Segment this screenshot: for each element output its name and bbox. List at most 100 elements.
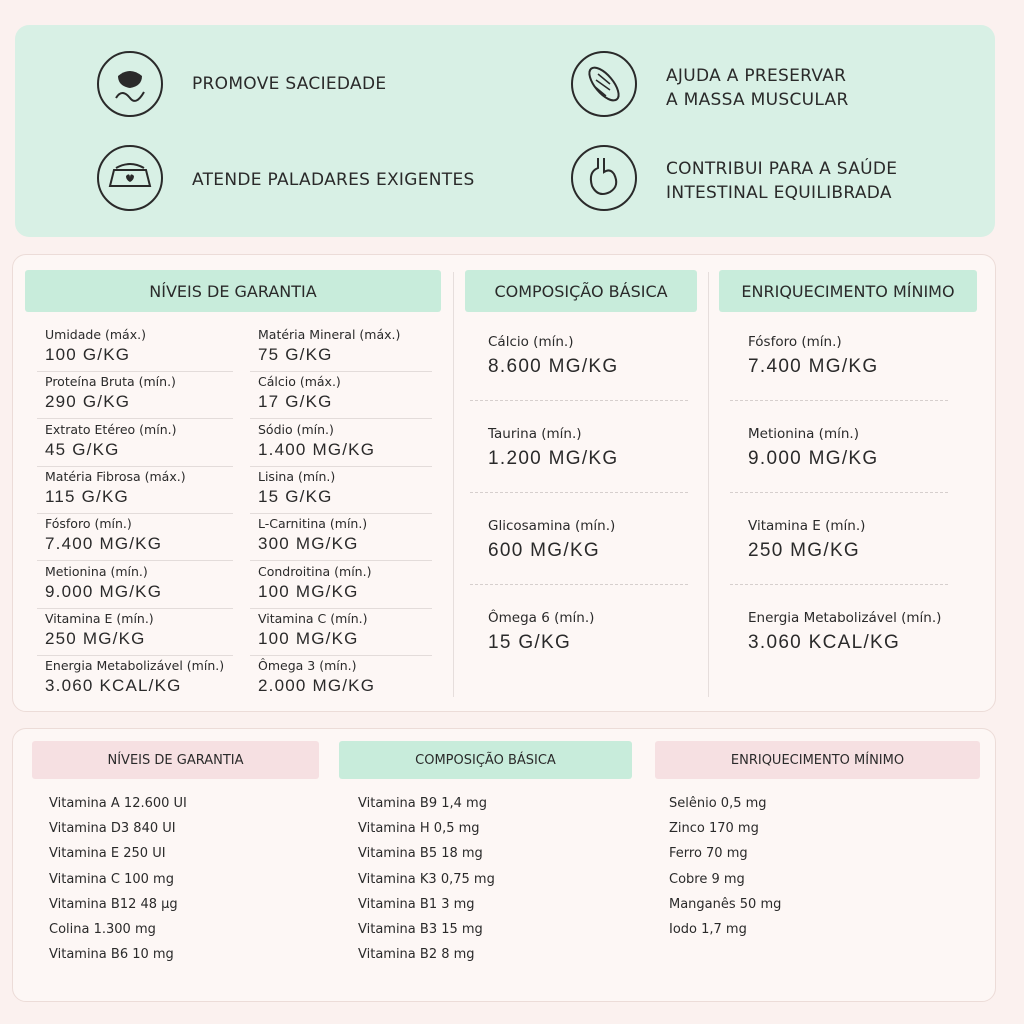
nutrition-card xyxy=(12,254,996,712)
nutrient-label: Vitamina E (mín.) xyxy=(748,518,866,534)
nutrient-label: Cálcio (mín.) xyxy=(488,334,574,350)
row-divider xyxy=(250,654,432,656)
supplement-item: Zinco 170 mg xyxy=(669,821,759,837)
supplement-item: Iodo 1,7 mg xyxy=(669,922,747,937)
section-header: NÍVEIS DE GARANTIA xyxy=(32,741,319,779)
nutrient-value: 7.400 MG/KG xyxy=(748,356,879,377)
nutrient-label: Sódio (mín.) xyxy=(258,421,334,437)
nutrient-label: Proteína Bruta (mín.) xyxy=(45,374,176,390)
row-divider xyxy=(470,584,688,585)
nutrient-value: 1.200 MG/KG xyxy=(488,448,619,469)
nutrient-value: 250 MG/KG xyxy=(748,540,861,561)
nutrient-value: 1.400 MG/KG xyxy=(258,439,376,459)
nutrient-value: 100 MG/KG xyxy=(258,581,359,601)
row-divider xyxy=(730,492,948,493)
row-divider xyxy=(730,584,948,585)
nutrient-value: 115 G/KG xyxy=(45,486,129,506)
nutrient-label: Metionina (mín.) xyxy=(748,426,859,442)
section-header: ENRIQUECIMENTO MÍNIMO xyxy=(719,270,977,312)
nutrient-label: Cálcio (máx.) xyxy=(258,374,341,390)
supplement-item: Cobre 9 mg xyxy=(669,871,745,887)
nutrient-label: Condroitina (mín.) xyxy=(258,563,372,579)
nutrient-value: 9.000 MG/KG xyxy=(45,581,163,601)
nutrient-value: 2.000 MG/KG xyxy=(258,676,376,696)
supplement-item: Vitamina A 12.600 UI xyxy=(49,796,187,811)
supplement-item: Vitamina B3 15 mg xyxy=(358,922,483,937)
nutrient-value: 8.600 MG/KG xyxy=(488,356,619,377)
supplement-item: Vitamina B12 48 µg xyxy=(49,896,178,912)
row-divider xyxy=(470,400,688,401)
row-divider xyxy=(37,418,233,420)
nutrient-label: Vitamina E (mín.) xyxy=(45,610,154,626)
nutrient-label: Glicosamina (mín.) xyxy=(488,518,616,534)
supplement-item: Vitamina K3 0,75 mg xyxy=(358,871,495,887)
row-divider xyxy=(250,560,432,562)
icon-bowl xyxy=(97,145,163,211)
nutrient-label: Fósforo (mín.) xyxy=(748,334,842,350)
icon-muscle xyxy=(571,51,637,117)
nutrient-value: 3.060 KCAL/KG xyxy=(748,632,901,653)
supplement-item: Vitamina B6 10 mg xyxy=(49,947,174,963)
row-divider xyxy=(730,400,948,401)
nutrient-value: 100 MG/KG xyxy=(258,628,359,648)
supplement-item: Vitamina C 100 mg xyxy=(49,871,174,887)
row-divider xyxy=(250,418,432,420)
supplement-item: Vitamina D3 840 UI xyxy=(49,821,176,837)
nutrient-value: 45 G/KG xyxy=(45,439,120,459)
row-divider xyxy=(37,512,233,514)
nutrient-value: 9.000 MG/KG xyxy=(748,448,879,469)
nutrient-label: L-Carnitina (mín.) xyxy=(258,516,368,532)
row-divider xyxy=(37,654,233,656)
nutrient-label: Vitamina C (mín.) xyxy=(258,610,368,626)
nutrient-label: Matéria Fibrosa (máx.) xyxy=(45,468,186,484)
icon-stomach xyxy=(571,145,637,211)
nutrient-value: 7.400 MG/KG xyxy=(45,534,163,554)
benefit-text: INTESTINAL EQUILIBRADA xyxy=(666,183,892,203)
supplement-item: Selênio 0,5 mg xyxy=(669,796,767,811)
nutrient-label: Ômega 3 (mín.) xyxy=(258,658,357,674)
supplement-item: Vitamina H 0,5 mg xyxy=(358,821,480,837)
benefit-text: AJUDA A PRESERVAR xyxy=(666,66,847,86)
nutrient-label: Umidade (máx.) xyxy=(45,327,146,342)
row-divider xyxy=(37,371,233,372)
section-header: COMPOSIÇÃO BÁSICA xyxy=(339,741,632,779)
nutrient-label: Taurina (mín.) xyxy=(488,426,582,442)
supplement-item: Vitamina E 250 UI xyxy=(49,846,166,862)
nutrient-value: 3.060 KCAL/KG xyxy=(45,676,182,696)
nutrient-value: 600 MG/KG xyxy=(488,540,601,561)
row-divider xyxy=(37,465,233,467)
nutrient-value: 75 G/KG xyxy=(258,345,333,364)
nutrient-label: Lisina (mín.) xyxy=(258,468,336,484)
row-divider xyxy=(37,560,233,562)
benefits-card xyxy=(15,25,995,237)
row-divider xyxy=(250,465,432,467)
nutrient-value: 15 G/KG xyxy=(258,486,333,506)
nutrient-label: Ômega 6 (mín.) xyxy=(488,610,595,626)
column-divider xyxy=(708,272,709,697)
benefit-text: ATENDE PALADARES EXIGENTES xyxy=(192,170,475,190)
section-header: NÍVEIS DE GARANTIA xyxy=(25,270,441,312)
nutrient-label: Extrato Etéreo (mín.) xyxy=(45,421,177,437)
row-divider xyxy=(250,371,432,372)
row-divider xyxy=(470,492,688,493)
section-header: COMPOSIÇÃO BÁSICA xyxy=(465,270,697,312)
icon-satiety xyxy=(97,51,163,117)
supplement-item: Ferro 70 mg xyxy=(669,846,748,862)
nutrient-value: 300 MG/KG xyxy=(258,534,359,554)
row-divider xyxy=(250,607,432,609)
nutrient-label: Energia Metabolizável (mín.) xyxy=(748,610,942,626)
nutrient-value: 17 G/KG xyxy=(258,392,333,412)
nutrient-label: Energia Metabolizável (mín.) xyxy=(45,658,225,674)
supplement-item: Vitamina B2 8 mg xyxy=(358,947,475,963)
nutrient-label: Matéria Mineral (máx.) xyxy=(258,327,401,342)
supplement-item: Vitamina B5 18 mg xyxy=(358,846,483,862)
column-divider xyxy=(453,272,454,697)
supplement-item: Vitamina B1 3 mg xyxy=(358,896,475,912)
benefit-text: A MASSA MUSCULAR xyxy=(666,90,849,110)
section-header: ENRIQUECIMENTO MÍNIMO xyxy=(655,741,980,779)
nutrient-value: 100 G/KG xyxy=(45,345,131,364)
row-divider xyxy=(37,607,233,609)
supplement-item: Manganês 50 mg xyxy=(669,896,782,912)
supplement-item: Colina 1.300 mg xyxy=(49,922,156,937)
